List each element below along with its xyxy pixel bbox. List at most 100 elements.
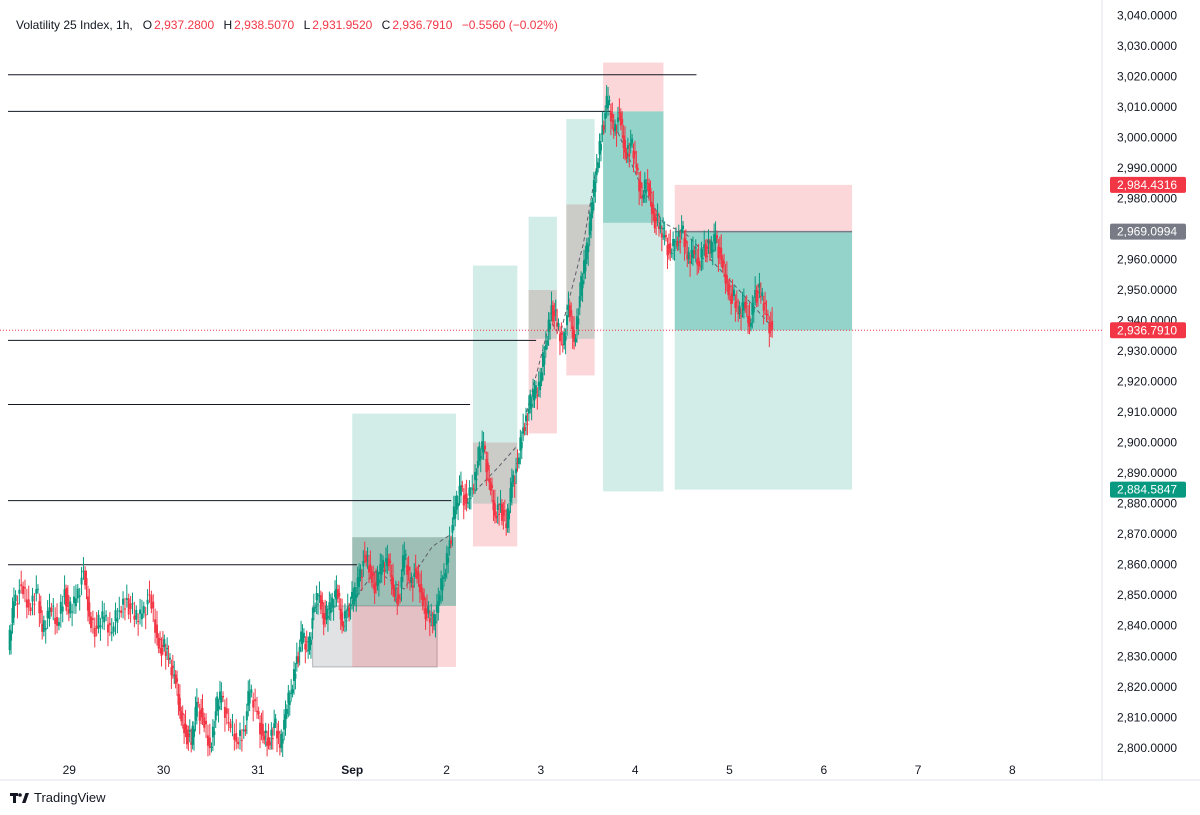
candle-body <box>622 135 625 149</box>
candle-body <box>146 599 149 605</box>
candle-body <box>720 247 723 260</box>
candle-body <box>194 707 197 721</box>
candle-body <box>469 497 472 499</box>
candle-body <box>67 608 70 614</box>
candle-body <box>633 151 636 154</box>
candle-body <box>54 617 57 624</box>
candle-body <box>472 488 475 490</box>
candle-body <box>22 586 25 595</box>
candle-body <box>578 296 581 308</box>
brand-name: TradingView <box>34 790 106 805</box>
candle-body <box>604 112 607 120</box>
candle-body <box>489 482 492 491</box>
candle-body <box>424 608 427 620</box>
candle-body <box>697 257 700 266</box>
candle-body <box>599 144 602 151</box>
candle-body <box>210 746 213 748</box>
candle-body <box>618 112 621 114</box>
candle-body <box>181 713 184 715</box>
candle-body <box>638 179 641 192</box>
price-tick-label: 2,980.0000 <box>1117 191 1177 205</box>
tradingview-brand[interactable]: TradingView <box>10 790 106 805</box>
candle-body <box>481 441 484 450</box>
candle-body <box>148 594 151 596</box>
candle-body <box>588 222 591 236</box>
candle-body <box>454 509 457 519</box>
candle-body <box>254 699 257 702</box>
candle-body <box>163 639 166 648</box>
price-tick-label: 2,820.0000 <box>1117 680 1177 694</box>
candle-body <box>317 603 320 605</box>
candle-body <box>116 618 119 623</box>
candle-body <box>550 305 553 314</box>
candle-body <box>325 605 328 620</box>
candle-body <box>667 244 670 249</box>
trade-path-line <box>347 533 452 608</box>
candle-body <box>287 692 290 704</box>
candle-body <box>672 239 675 247</box>
candle-body <box>769 322 772 327</box>
candle-body <box>684 240 687 244</box>
candle-body <box>85 578 88 586</box>
candle-body <box>496 504 499 511</box>
candle-body <box>387 558 390 567</box>
candle-body <box>526 423 529 425</box>
candle-body <box>659 222 662 229</box>
candle-body <box>597 162 600 168</box>
candle-body <box>611 113 614 119</box>
candle-body <box>288 700 291 705</box>
candle-body <box>89 616 92 628</box>
candle-body <box>423 596 426 601</box>
candle-body <box>683 237 686 247</box>
candle-body <box>625 152 628 159</box>
time-tick-label: 31 <box>251 763 265 777</box>
candle-body <box>263 735 266 740</box>
candle-body <box>764 302 767 305</box>
candle-body <box>380 567 383 576</box>
candle-body <box>628 153 631 157</box>
candle-body <box>260 723 263 730</box>
candle-body <box>404 554 407 556</box>
candle-body <box>527 409 530 414</box>
time-axis[interactable]: 29 30 31 Sep 2 3 4 5 6 7 8 <box>63 763 1016 777</box>
candle-body <box>592 179 595 197</box>
price-tick-label: 2,890.0000 <box>1117 466 1177 480</box>
candle-body <box>710 240 713 254</box>
candle-body <box>635 164 638 168</box>
candle-body <box>392 577 395 590</box>
time-tick-label: 29 <box>63 763 77 777</box>
candle-body <box>619 112 622 126</box>
candle-body <box>214 711 217 721</box>
candle-body <box>474 471 477 481</box>
candle-body <box>384 558 387 562</box>
candle-body <box>648 183 651 197</box>
candle-body <box>127 598 130 615</box>
candle-body <box>522 427 525 434</box>
long-target-zone <box>566 119 595 205</box>
price-tick-label: 3,030.0000 <box>1117 39 1177 53</box>
candle-body <box>410 577 413 584</box>
candle-body <box>676 241 679 247</box>
position-boxes[interactable] <box>312 62 853 668</box>
price-axis[interactable]: 2,800.0000 2,810.0000 2,820.0000 2,830.0000… <box>1117 8 1177 755</box>
candle-body <box>704 244 707 258</box>
candle-body <box>334 590 337 597</box>
candle-body <box>372 573 375 576</box>
short-stop-zone <box>674 184 853 232</box>
candle-body <box>39 606 42 613</box>
candle-body <box>408 580 411 584</box>
candle-body <box>462 495 465 506</box>
candle-body <box>570 310 573 316</box>
candle-body <box>33 603 36 605</box>
candle-body <box>242 729 245 732</box>
candle-body <box>734 302 737 308</box>
short-stop-zone <box>603 62 664 112</box>
candle-body <box>277 731 280 734</box>
candle-body <box>139 609 142 614</box>
candle-body <box>332 606 335 608</box>
candle-body <box>690 249 693 254</box>
horizontal-lines[interactable] <box>8 74 697 566</box>
candle-body <box>307 650 310 652</box>
candle-body <box>641 196 644 199</box>
